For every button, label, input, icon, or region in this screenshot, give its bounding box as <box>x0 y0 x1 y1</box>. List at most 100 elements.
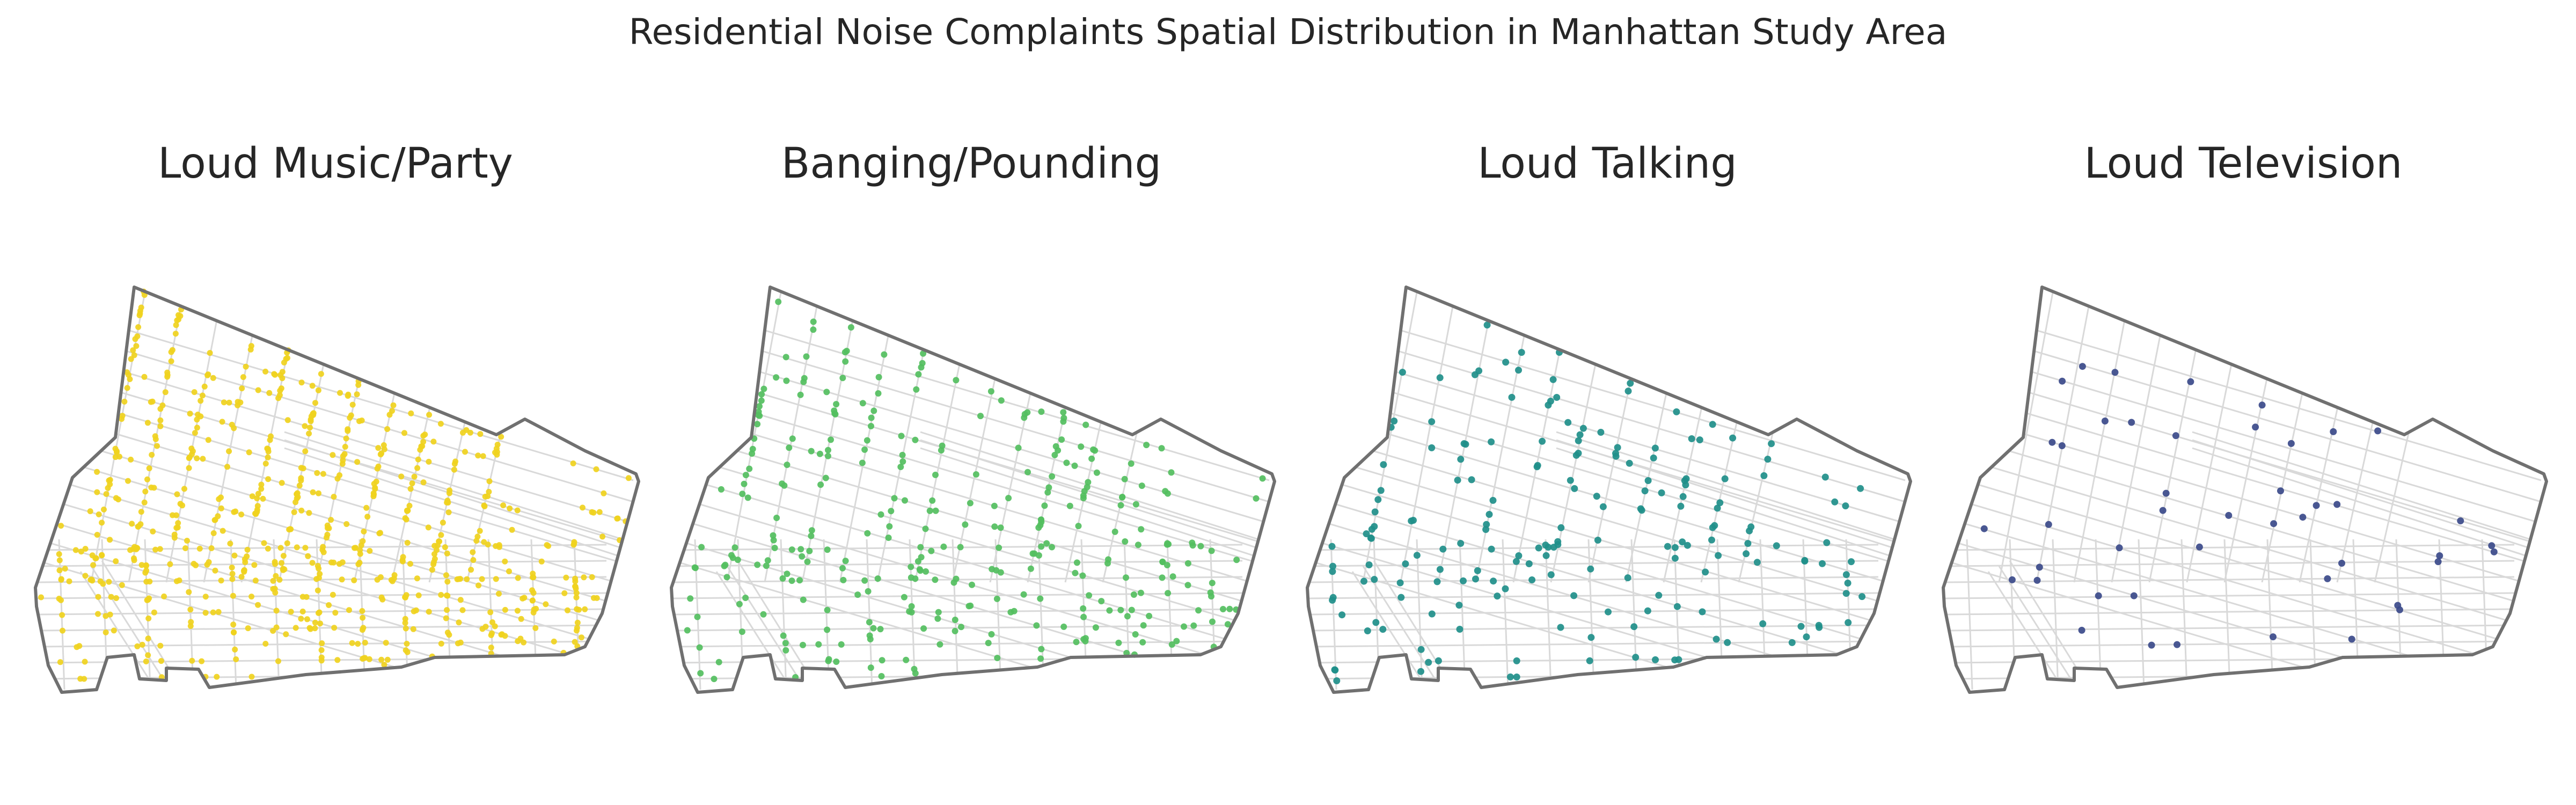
complaint-point <box>239 385 245 392</box>
street-line <box>1309 302 1906 481</box>
complaint-point <box>773 515 780 521</box>
complaint-point <box>1038 543 1045 550</box>
street-line <box>1945 388 2542 567</box>
complaint-point <box>958 624 964 631</box>
complaint-point <box>307 425 313 431</box>
complaint-point <box>1513 674 1520 680</box>
complaint-point <box>318 371 324 377</box>
complaint-point <box>232 646 238 653</box>
complaint-point <box>1688 435 1695 442</box>
complaint-point <box>1084 484 1091 491</box>
complaint-point <box>888 508 895 515</box>
complaint-point <box>354 391 360 398</box>
complaint-point <box>870 625 877 632</box>
complaint-point <box>113 558 119 565</box>
complaint-point <box>359 608 365 614</box>
street-line <box>187 539 194 690</box>
complaint-point <box>1428 418 1436 426</box>
complaint-point <box>186 465 192 471</box>
street-line <box>1309 324 1906 503</box>
complaint-point <box>1007 609 1014 616</box>
complaint-point <box>330 591 336 598</box>
complaint-point <box>254 495 260 502</box>
complaint-point <box>283 631 289 638</box>
complaint-point <box>152 546 159 553</box>
complaint-point <box>87 508 93 515</box>
complaint-point <box>162 389 169 396</box>
complaint-point <box>1122 538 1129 545</box>
complaint-point <box>494 442 501 448</box>
complaint-point <box>2324 575 2331 582</box>
complaint-point <box>404 539 411 546</box>
complaint-point <box>1115 639 1122 646</box>
complaint-point <box>866 619 873 626</box>
complaint-point <box>302 448 309 455</box>
complaint-point <box>898 433 905 440</box>
complaint-point <box>1253 495 1260 502</box>
complaint-point <box>1184 582 1191 589</box>
complaint-point <box>1165 590 1172 597</box>
complaint-point <box>1788 639 1796 646</box>
street-line <box>1309 431 1906 610</box>
complaint-point <box>172 331 179 337</box>
complaint-point <box>1547 571 1555 579</box>
complaint-point <box>580 504 586 511</box>
complaint-point <box>119 582 125 588</box>
street-line <box>1945 592 2515 599</box>
complaint-point <box>1515 367 1522 374</box>
complaint-point <box>262 641 269 647</box>
complaint-point <box>330 452 336 458</box>
complaint-point <box>1651 444 1659 452</box>
complaint-point <box>543 601 549 608</box>
map-banging-pounding <box>670 286 1276 694</box>
complaint-point <box>280 553 287 559</box>
complaint-point <box>437 421 444 427</box>
complaint-point <box>358 418 365 423</box>
street-line <box>1998 292 2054 583</box>
street-line <box>1945 656 2515 664</box>
complaint-point <box>861 577 868 584</box>
complaint-point <box>275 658 281 664</box>
complaint-point <box>90 562 97 568</box>
complaint-point <box>1549 376 1557 383</box>
complaint-point <box>1060 623 1067 630</box>
complaint-point <box>625 475 632 481</box>
complaint-point <box>157 642 164 649</box>
complaint-point <box>1482 526 1490 533</box>
street-line <box>1966 539 1973 690</box>
complaint-point <box>1474 567 1481 574</box>
complaint-point <box>404 641 410 647</box>
complaint-point <box>244 546 251 553</box>
complaint-point <box>258 486 265 492</box>
complaint-point <box>445 509 452 516</box>
complaint-point <box>205 371 211 378</box>
complaint-point <box>817 481 824 488</box>
complaint-point <box>1858 593 1866 601</box>
complaint-point <box>1597 429 1605 436</box>
complaint-point <box>899 458 906 465</box>
complaint-point <box>1677 502 1685 510</box>
complaint-point <box>193 562 199 568</box>
street-line <box>1945 517 2542 692</box>
street-line <box>2266 539 2274 690</box>
complaint-point <box>92 555 99 561</box>
complaint-point <box>58 523 64 529</box>
complaint-point <box>488 632 494 638</box>
complaint-point <box>1049 473 1056 480</box>
street-line <box>1945 324 2542 503</box>
complaint-point <box>891 495 898 502</box>
complaint-point <box>2338 560 2345 567</box>
complaint-point <box>875 374 882 380</box>
complaint-point <box>1655 591 1663 599</box>
complaint-point <box>514 507 521 514</box>
complaint-point <box>168 358 174 364</box>
complaint-point <box>135 324 142 330</box>
complaint-point <box>411 608 417 614</box>
complaint-point <box>360 538 366 544</box>
complaint-point <box>803 353 810 360</box>
complaint-point <box>1106 607 1113 614</box>
complaint-point <box>231 552 238 559</box>
complaint-point <box>444 579 451 585</box>
complaint-point <box>590 509 597 516</box>
complaint-point <box>734 557 741 564</box>
